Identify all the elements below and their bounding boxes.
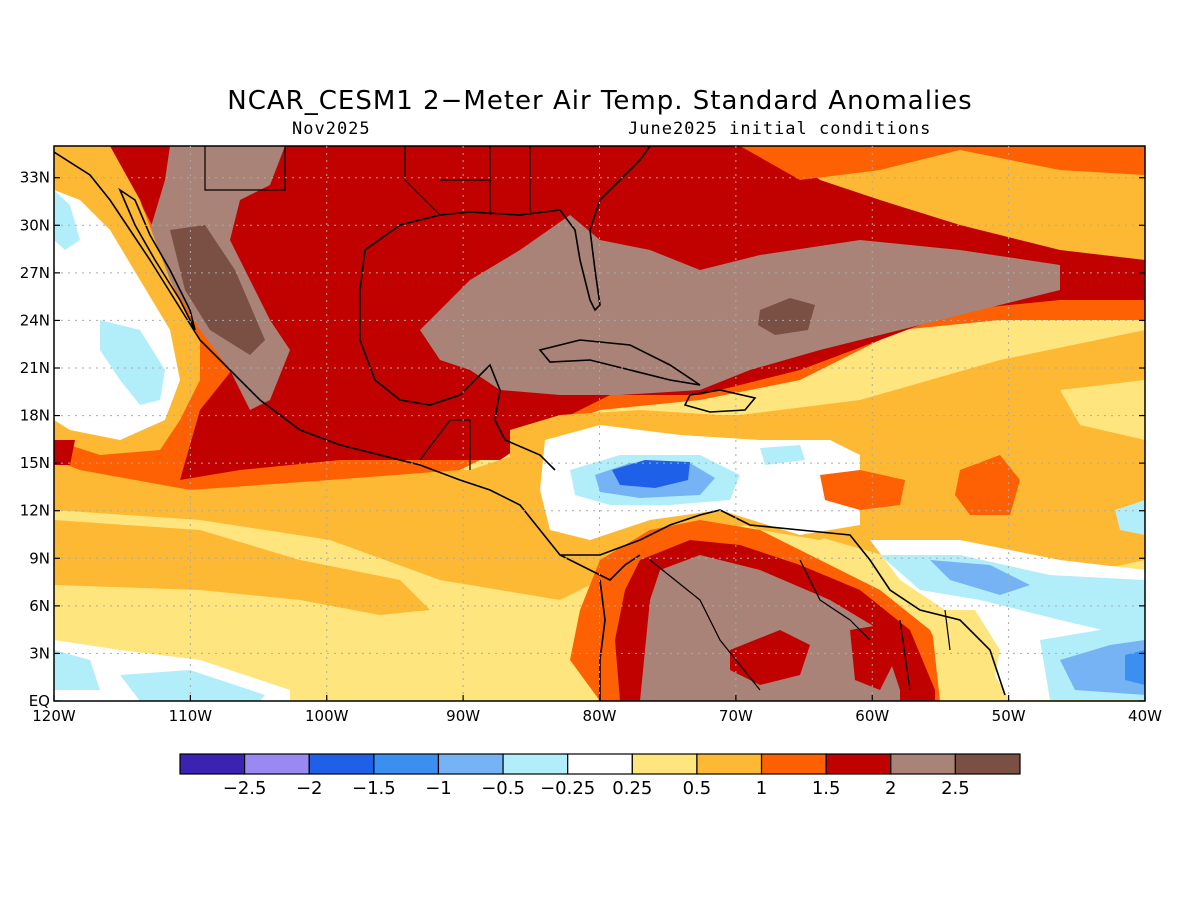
lon-tick-label: 60W: [855, 707, 889, 725]
coastlines: [54, 146, 1006, 701]
anomaly-region: [955, 455, 1020, 515]
anomaly-region: [780, 146, 1145, 260]
lon-tick-label: 70W: [719, 707, 753, 725]
lat-tick-label: 18N: [20, 407, 50, 425]
anomaly-field: [54, 146, 1145, 701]
colorbar-swatch: [631, 753, 698, 775]
anomaly-region: [120, 670, 265, 701]
anomaly-region: [54, 440, 75, 465]
lat-tick-label: 12N: [20, 502, 50, 520]
lat-tick-label: 6N: [29, 597, 50, 615]
colorbar-swatch: [308, 753, 375, 775]
graticule: [54, 146, 1145, 701]
lat-tick-label: 21N: [20, 359, 50, 377]
lon-tick-label: 50W: [992, 707, 1026, 725]
lat-tick-label: 30N: [20, 216, 50, 234]
anomaly-region: [1060, 380, 1145, 440]
anomaly-region: [54, 650, 100, 690]
anomaly-region: [758, 298, 815, 335]
anomaly-region: [1125, 650, 1145, 685]
colorbar-swatch: [502, 753, 569, 775]
colorbar-label: 1: [756, 778, 767, 799]
anomaly-region: [54, 520, 430, 615]
lat-tick-label: 27N: [20, 264, 50, 282]
anomaly-region: [740, 146, 1145, 180]
anomaly-region: [1060, 640, 1145, 695]
lat-tick-label: 15N: [20, 454, 50, 472]
anomaly-region: [100, 320, 165, 405]
anomaly-region: [1115, 500, 1145, 535]
coastline-gulf: [359, 146, 651, 312]
colorbar-swatch: [244, 753, 310, 775]
colorbar-label: −1: [425, 778, 452, 799]
colorbar-swatch: [373, 753, 440, 775]
forecast-month: Nov2025: [292, 119, 371, 139]
colorbar-label: 2: [885, 778, 896, 799]
anomaly-region: [930, 560, 1030, 595]
coastline-baja: [118, 187, 196, 331]
lon-tick-label: 110W: [169, 707, 213, 725]
anomaly-region: [730, 630, 810, 685]
anomaly-region: [760, 445, 805, 465]
lat-tick-label: 33N: [20, 169, 50, 187]
lon-tick-label: 40W: [1128, 707, 1162, 725]
coastline-north-america: [54, 151, 641, 581]
colorbar-label: −2: [296, 778, 323, 799]
colorbar-swatch: [437, 753, 504, 775]
initial-conditions: June2025 initial conditions: [628, 119, 932, 139]
lon-tick-label: 90W: [446, 707, 480, 725]
colorbar-swatch: [179, 753, 246, 775]
colorbar-swatch: [760, 753, 827, 775]
colorbar-label: −0.5: [481, 778, 525, 799]
colorbar-label: −2.5: [223, 778, 267, 799]
colorbar-swatch: [567, 753, 633, 775]
longitude-axis: 120W 110W 100W 90W 80W 70W 60W 50W 40W: [32, 695, 1162, 725]
colorbar-swatch: [825, 753, 892, 775]
country-borders: [204, 146, 951, 691]
anomaly-region: [640, 555, 900, 701]
colorbar-label: 0.5: [683, 778, 712, 799]
colorbar-label: 0.25: [612, 778, 652, 799]
colorbar-swatch: [696, 753, 763, 775]
anomaly-region: [820, 470, 905, 510]
latitude-axis: EQ 3N 6N 9N 12N 15N 18N 21N 24N 27N 30N 33N: [20, 169, 1145, 710]
colorbar-label: 1.5: [812, 778, 841, 799]
coastline-south-america: [560, 509, 1006, 696]
colorbar-label: 2.5: [941, 778, 970, 799]
coastline-yucatan: [359, 290, 556, 471]
lat-tick-label: 24N: [20, 311, 50, 329]
colorbar: −2.5 −2 −1.5 −1 −0.5 −0.25 0.25 0.5 1 1.5 2 2.5: [179, 753, 1021, 799]
lon-tick-label: 100W: [305, 707, 349, 725]
coastline-south-america-west: [599, 579, 606, 701]
colorbar-swatch: [890, 753, 956, 775]
coastline-hispaniola: [683, 389, 757, 413]
anomaly-region: [54, 190, 80, 250]
colorbar-swatch: [954, 753, 1021, 775]
lon-tick-label: 120W: [32, 707, 76, 725]
colorbar-label: −1.5: [352, 778, 396, 799]
anomaly-region: [612, 460, 690, 488]
anomaly-region: [170, 225, 265, 355]
coastline-cuba: [538, 339, 701, 386]
lat-tick-label: EQ: [29, 692, 50, 710]
map-title: NCAR_CESM1 2−Meter Air Temp. Standard An…: [227, 86, 973, 116]
lat-tick-label: 3N: [29, 644, 50, 662]
lon-tick-label: 80W: [583, 707, 617, 725]
lat-tick-label: 9N: [29, 549, 50, 567]
colorbar-label: −0.25: [540, 778, 595, 799]
